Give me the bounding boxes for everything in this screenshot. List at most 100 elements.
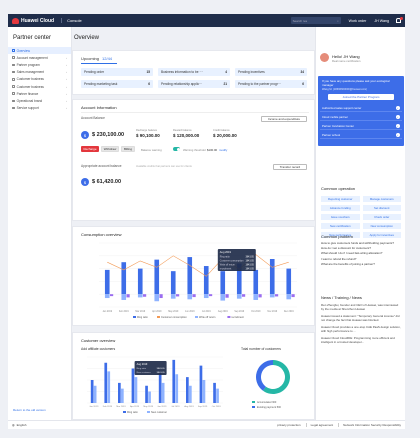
customer-title: Customer overview	[81, 338, 116, 343]
operation-button[interactable]: Reporting customer	[321, 196, 360, 202]
active-tab-indicator	[81, 62, 117, 64]
news-link[interactable]: Huawei Cloud CloudIDE: Programming more …	[321, 336, 395, 344]
language-selector[interactable]: English	[16, 423, 27, 427]
dollar-icon: $	[81, 131, 89, 139]
sidebar-item[interactable]: Partner finance ›	[8, 90, 71, 97]
tooltip-label: New customer	[137, 371, 151, 374]
upcoming-tab[interactable]: Upcoming 12/44	[81, 56, 112, 61]
sidebar-item[interactable]: Customer business ›	[8, 83, 71, 90]
customer-donut-chart: Accumulated 300 Existing payment 500	[252, 360, 290, 409]
legend-label: Ring ratio	[137, 316, 148, 319]
donut-slice	[256, 360, 273, 391]
operation-button[interactable]: Manage customers	[362, 196, 401, 202]
news-link[interactable]: Ren Zhengfei, founder and CEO of Huawei,…	[321, 303, 399, 311]
sidebar-item[interactable]: Operational brand ›	[8, 97, 71, 104]
partner-link[interactable]: Authorized sales support center ›	[320, 105, 402, 112]
problem-link[interactable]: What are the benefits of joining a partn…	[321, 261, 375, 266]
operation-button[interactable]: Apply for incentives	[362, 232, 401, 238]
pending-item[interactable]: Pending marketing task 6	[81, 80, 153, 88]
news-link[interactable]: Huawei issued a statement: "Temporary Ge…	[321, 314, 400, 322]
work-order-link[interactable]: Work order	[348, 18, 367, 23]
withdraw-button[interactable]: Withdraw	[101, 146, 119, 152]
x-tick-label: Jul 2019	[202, 311, 211, 313]
partner-link[interactable]: Cloud mobile partner ›	[320, 114, 402, 121]
sidebar-item[interactable]: Overview	[8, 47, 71, 55]
partner-link[interactable]: Partner school ›	[320, 132, 402, 139]
x-tick-label: Feb 2019	[103, 406, 113, 408]
problem-link[interactable]: I want to refund the refund?	[321, 256, 357, 261]
footer-link[interactable]: Legal agreement	[305, 423, 333, 427]
news-link[interactable]: Huawei Cloud provides a one-stop CAE Paa…	[321, 325, 401, 333]
tooltip-label: Ring ratio	[220, 256, 231, 259]
x-tick-label: Dec 2019	[284, 311, 295, 313]
joined-partner-program-button[interactable]: Joined the Partner Program	[328, 94, 394, 100]
account-balance-amount: $ 230,100.00	[92, 132, 125, 138]
appropriate-balance-note: Available credits that partners can use …	[136, 164, 192, 168]
customer-bar	[216, 388, 219, 403]
operation-button[interactable]: Check order	[362, 214, 401, 220]
pending-count: 21	[223, 82, 227, 86]
partner-link[interactable]: Partner Incubation Center ›	[320, 123, 402, 130]
customer-bar	[104, 362, 108, 403]
transfer-record-button[interactable]: Transfer record	[273, 164, 307, 170]
menu-icon	[12, 70, 15, 74]
recruitment-bar	[208, 294, 213, 297]
pending-label: Pending marketing task	[84, 82, 118, 86]
sidebar-item-label: Service support	[16, 106, 39, 111]
search-input[interactable]: Search res ⌕	[290, 17, 341, 24]
real-name-certification[interactable]: Real name certification	[332, 59, 361, 63]
customer-bar	[186, 377, 189, 403]
pending-item[interactable]: Pending order 15	[81, 68, 153, 76]
sidebar-item[interactable]: Service support ›	[8, 105, 71, 112]
bell-icon[interactable]	[396, 17, 403, 23]
write-off-bar	[220, 294, 226, 301]
menu-icon	[12, 78, 15, 81]
pending-item[interactable]: Pending relationship applic··· 21	[158, 80, 230, 88]
legend-label: Customer consumption	[161, 316, 187, 319]
sidebar-item-label: Sales management	[16, 70, 45, 75]
huawei-cloud-logo[interactable]: Huawei Cloud	[12, 17, 54, 24]
problem-link[interactable]: How do I set a discount for customers?	[321, 246, 371, 251]
user-menu[interactable]: JH Wang	[374, 18, 389, 23]
pending-item[interactable]: Pending to the partner progr··· 6	[235, 80, 307, 88]
x-tick-label: Jun 2019	[157, 406, 167, 408]
write-off-bar	[104, 294, 110, 299]
console-link[interactable]: Console	[61, 18, 82, 23]
sidebar-item[interactable]: Customer business ›	[8, 76, 71, 83]
pending-item[interactable]: Pending incentives 34	[235, 68, 307, 76]
news-list: Ren Zhengfei, founder and CEO of Huawei,…	[321, 303, 401, 347]
sidebar-item[interactable]: Sales management ›	[8, 69, 71, 76]
arrow-right-icon: ›	[395, 105, 400, 111]
customer-bar	[175, 374, 179, 403]
consumption-bar	[220, 271, 226, 295]
right-panel: Hello! JH Wang Real name certification I…	[315, 27, 405, 420]
balance-warning-toggle[interactable]	[173, 147, 180, 151]
sidebar-item-label: Account management	[16, 55, 48, 60]
x-tick-label: Oct 2019	[251, 310, 261, 313]
recruitment-bar	[192, 294, 196, 298]
operation-button[interactable]: Issue vouchers	[321, 214, 360, 220]
pending-item[interactable]: Business information to be ··· 4	[158, 68, 230, 76]
avatar[interactable]	[320, 53, 329, 62]
recharge-button[interactable]: Recharge	[81, 146, 99, 152]
problem-link[interactable]: How to give customers funds and withhold…	[321, 241, 394, 245]
operation-button[interactable]: Set discount	[362, 205, 401, 211]
operation-button[interactable]: Advance funding	[321, 205, 360, 211]
operation-button[interactable]: New certification	[321, 223, 360, 229]
sidebar-item[interactable]: Partner program ›	[8, 61, 71, 68]
page-title: Overview	[74, 35, 100, 41]
menu-icon	[12, 92, 15, 96]
operation-button[interactable]: New consumption	[362, 223, 401, 229]
operation-button[interactable]: New performance	[321, 232, 360, 238]
modify-link[interactable]: modify	[219, 147, 228, 152]
return-old-version-link[interactable]: Return to the old version	[13, 408, 46, 412]
problem-link[interactable]: What should I do if I need fast-wiring a…	[321, 251, 383, 256]
footer-link[interactable]: Network Information Security Responsibil…	[338, 423, 401, 427]
income-expenditure-button[interactable]: Income and expenditure	[261, 116, 307, 122]
customer-bar	[134, 377, 138, 403]
billing-button[interactable]: Billing	[121, 146, 135, 152]
manager-contact: Wang M. (18666660000@huawei.com)	[322, 88, 368, 91]
footer-link[interactable]: privacy protection	[277, 423, 301, 427]
sidebar-item[interactable]: Account management ›	[8, 54, 71, 61]
news-title: News / Training / News	[321, 295, 362, 300]
